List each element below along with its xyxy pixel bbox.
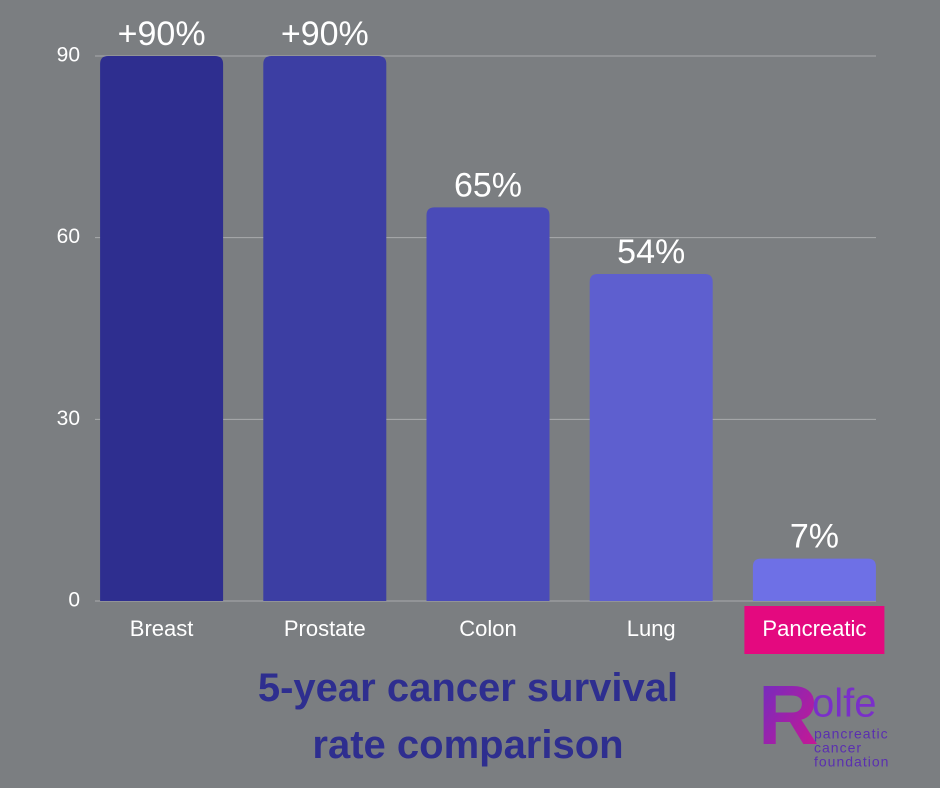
bar — [426, 207, 550, 601]
value-label: 7% — [790, 518, 839, 556]
category-highlight — [744, 606, 885, 654]
logo-name: olfe — [812, 682, 877, 726]
x-tick-label: Prostate — [284, 616, 366, 641]
logo-tagline: cancer — [814, 740, 862, 756]
logo-letter: R — [758, 668, 819, 762]
chart-title: 5-year cancer survival rate comparison — [257, 666, 679, 767]
y-tick-label: 30 — [57, 407, 80, 430]
logo-tagline: pancreatic — [814, 726, 889, 742]
bar — [752, 558, 876, 601]
x-tick-label: Colon — [459, 616, 516, 641]
value-label: 65% — [454, 166, 522, 204]
y-tick-label: 0 — [68, 589, 80, 612]
value-label: +90% — [118, 15, 206, 53]
bar — [263, 56, 387, 601]
x-tick-label: Pancreatic — [762, 616, 866, 641]
value-label: 54% — [617, 233, 685, 271]
logo-tagline: foundation — [814, 754, 889, 770]
y-tick-label: 90 — [57, 44, 80, 67]
y-tick-label: 60 — [57, 225, 80, 248]
value-label: +90% — [281, 15, 369, 53]
bar — [100, 56, 224, 601]
x-tick-label: Lung — [627, 616, 676, 641]
x-tick-label: Breast — [130, 616, 194, 641]
bar — [589, 274, 713, 601]
